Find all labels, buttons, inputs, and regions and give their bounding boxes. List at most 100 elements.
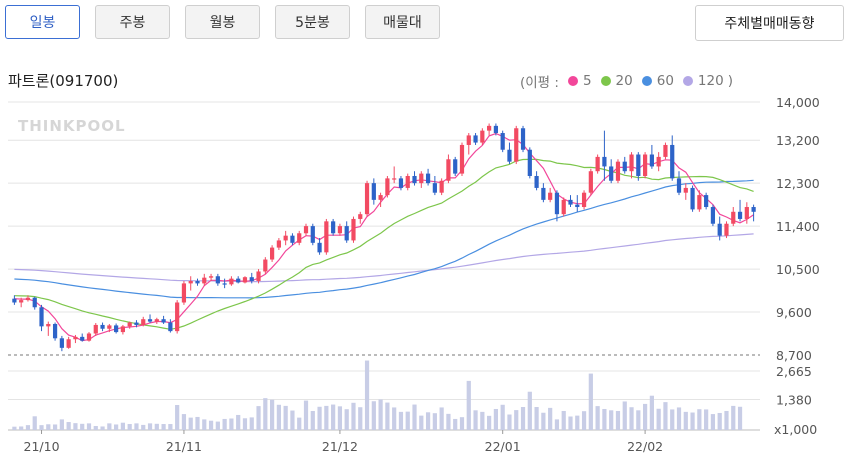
candle-down bbox=[507, 149, 512, 162]
candle-up bbox=[269, 247, 275, 260]
volume-bar bbox=[324, 405, 329, 430]
investor-trading-button[interactable]: 주체별매매동향 bbox=[695, 5, 844, 41]
volume-bar bbox=[310, 410, 315, 430]
legend-dot-ma5 bbox=[567, 76, 578, 86]
x-tick-label: 21/12 bbox=[322, 439, 358, 454]
candle-up bbox=[242, 277, 248, 283]
candle-down bbox=[222, 283, 227, 285]
candle-up bbox=[385, 178, 390, 196]
volume-bar bbox=[392, 407, 397, 430]
volume-bar bbox=[236, 414, 241, 430]
candle-down bbox=[412, 175, 417, 184]
price-tick-label: 10,500 bbox=[776, 262, 820, 277]
candle-up bbox=[351, 218, 356, 241]
x-tick-label: 22/01 bbox=[485, 439, 521, 454]
candle-down bbox=[751, 207, 756, 212]
volume-bar bbox=[127, 424, 132, 430]
volume-bar bbox=[12, 426, 17, 430]
volume-bar bbox=[629, 407, 634, 430]
candle-up bbox=[364, 183, 370, 215]
volume-bar bbox=[59, 419, 64, 430]
volume-bar bbox=[80, 423, 85, 430]
volume-bar bbox=[398, 411, 404, 430]
volume-bar bbox=[161, 424, 166, 430]
volume-bar bbox=[581, 411, 587, 430]
candle-down bbox=[554, 192, 560, 215]
candle-up bbox=[208, 276, 214, 278]
candle-down bbox=[704, 195, 709, 208]
volume-bar bbox=[175, 405, 180, 430]
candle-down bbox=[195, 281, 200, 284]
volume-bar bbox=[276, 404, 281, 430]
volume-bar bbox=[317, 406, 322, 430]
candle-up bbox=[46, 323, 51, 327]
volume-bar bbox=[385, 402, 390, 430]
candle-up bbox=[181, 283, 187, 303]
candle-up bbox=[419, 173, 424, 184]
candle-down bbox=[80, 336, 85, 341]
volume-bar bbox=[439, 407, 444, 430]
tab-weekly[interactable]: 주봉 bbox=[95, 5, 170, 39]
volume-bar bbox=[242, 418, 248, 430]
volume-bar bbox=[66, 422, 71, 430]
tab-monthly[interactable]: 월봉 bbox=[185, 5, 260, 39]
volume-bar bbox=[649, 395, 654, 430]
ma120-line bbox=[14, 233, 754, 283]
volume-bar bbox=[114, 424, 119, 430]
volume-bar bbox=[229, 418, 234, 430]
candle-down bbox=[317, 242, 322, 253]
tab-volume-profile[interactable]: 매물대 bbox=[365, 5, 440, 39]
price-tick-label: 11,400 bbox=[776, 219, 820, 234]
candle-up bbox=[324, 221, 329, 253]
candle-down bbox=[32, 297, 37, 308]
candle-up bbox=[480, 130, 485, 143]
volume-bar bbox=[731, 405, 736, 430]
price-tick-label: 9,600 bbox=[776, 305, 812, 320]
volume-bar bbox=[358, 407, 363, 430]
volume-bar bbox=[222, 418, 227, 430]
candle-up bbox=[561, 199, 566, 215]
candle-down bbox=[114, 325, 119, 333]
volume-bar bbox=[290, 410, 295, 430]
candle-down bbox=[527, 149, 532, 176]
volume-bar bbox=[52, 424, 58, 430]
volume-unit-label: x1,000 bbox=[774, 422, 817, 437]
tab-daily[interactable]: 일봉 bbox=[5, 5, 80, 39]
volume-bar bbox=[609, 410, 614, 430]
volume-bar bbox=[487, 415, 492, 430]
legend-prefix: (이평 : bbox=[520, 75, 559, 91]
candle-down bbox=[52, 323, 58, 339]
tab-5min[interactable]: 5분봉 bbox=[275, 5, 350, 39]
volume-bar bbox=[588, 373, 593, 430]
candle-down bbox=[12, 298, 17, 303]
candle-down bbox=[398, 178, 404, 188]
candle-down bbox=[425, 173, 431, 184]
volume-bar bbox=[548, 407, 553, 430]
candle-down bbox=[622, 161, 627, 172]
volume-bar bbox=[141, 424, 146, 430]
candle-down bbox=[568, 199, 573, 205]
volume-bar bbox=[446, 413, 451, 430]
volume-bar bbox=[459, 417, 465, 430]
stock-title: 파트론(091700) bbox=[8, 72, 119, 90]
candle-up bbox=[405, 175, 410, 188]
candle-up bbox=[439, 180, 444, 193]
volume-bar bbox=[147, 423, 153, 430]
x-tick-label: 22/02 bbox=[627, 439, 663, 454]
candle-up bbox=[229, 278, 234, 285]
candle-down bbox=[636, 154, 641, 176]
volume-bar bbox=[100, 426, 105, 430]
legend-dot-ma60 bbox=[641, 76, 652, 86]
candle-up bbox=[731, 211, 736, 224]
candle-up bbox=[663, 144, 668, 157]
volume-bar bbox=[527, 391, 532, 430]
volume-bar bbox=[351, 402, 356, 430]
candle-down bbox=[534, 175, 539, 188]
candle-up bbox=[548, 192, 553, 200]
x-tick-label: 21/11 bbox=[166, 439, 202, 454]
candle-down bbox=[493, 125, 499, 134]
candle-up bbox=[263, 259, 268, 272]
candle-down bbox=[236, 278, 241, 283]
volume-bar bbox=[697, 409, 702, 430]
